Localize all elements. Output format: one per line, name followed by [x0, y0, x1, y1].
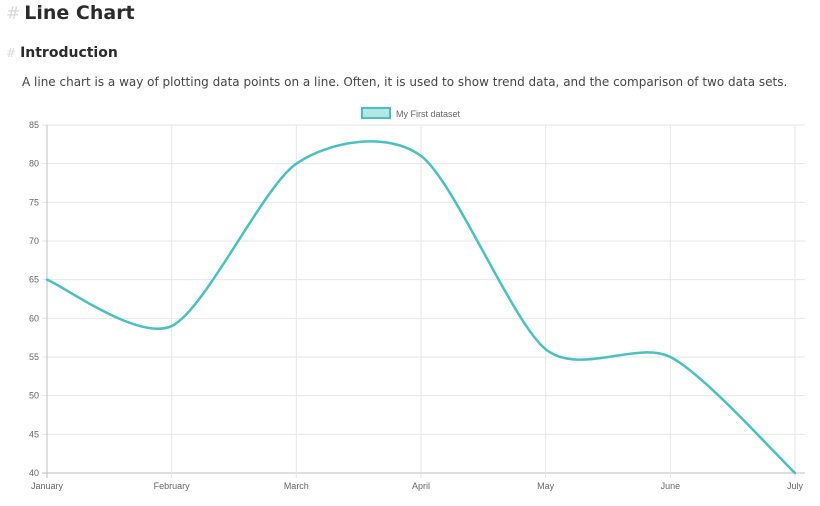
- line-chart: My First dataset 40 45 50 55 60 65 70 75 80 85 Ja…: [29, 107, 805, 491]
- y-tick-label: 85: [29, 120, 39, 130]
- legend-swatch[interactable]: [361, 107, 391, 119]
- y-tick-label: 75: [29, 197, 39, 207]
- section-heading-text: Introduction: [20, 45, 118, 61]
- data-point[interactable]: [44, 277, 50, 283]
- x-tick-label: March: [284, 481, 309, 491]
- legend-label[interactable]: My First dataset: [396, 109, 461, 119]
- x-tick-label: May: [537, 481, 555, 491]
- y-tick-label: 70: [29, 236, 39, 246]
- y-tick-label: 45: [29, 429, 39, 439]
- y-tick-label: 60: [29, 313, 39, 323]
- y-tick-label: 40: [29, 468, 39, 478]
- series-line: [45, 140, 797, 475]
- y-axis-ticks: 40 45 50 55 60 65 70 75 80 85: [29, 120, 39, 478]
- data-point[interactable]: [169, 323, 175, 329]
- grid: [42, 124, 805, 478]
- series-layer: [44, 140, 798, 476]
- section-anchor-icon[interactable]: #: [6, 46, 17, 60]
- data-point[interactable]: [792, 470, 798, 476]
- section-heading: # Introduction: [6, 45, 118, 61]
- y-tick-label: 65: [29, 275, 39, 285]
- x-tick-label: January: [31, 481, 64, 491]
- intro-paragraph: A line chart is a way of plotting data p…: [22, 75, 788, 89]
- page-title-text: Line Chart: [24, 2, 135, 24]
- data-point[interactable]: [418, 153, 424, 159]
- y-tick-label: 50: [29, 391, 39, 401]
- x-axis-ticks: January February March April May June July: [31, 481, 804, 491]
- page-title: # Line Chart: [6, 2, 135, 24]
- x-tick-label: April: [412, 481, 430, 491]
- legend[interactable]: My First dataset: [361, 107, 461, 119]
- y-tick-label: 80: [29, 159, 39, 169]
- heading-anchor-icon[interactable]: #: [6, 4, 21, 24]
- data-point[interactable]: [293, 161, 299, 167]
- x-tick-label: July: [787, 481, 804, 491]
- data-point[interactable]: [543, 346, 549, 352]
- x-tick-label: February: [154, 481, 191, 491]
- data-point[interactable]: [667, 354, 673, 360]
- y-tick-label: 55: [29, 352, 39, 362]
- x-tick-label: June: [661, 481, 681, 491]
